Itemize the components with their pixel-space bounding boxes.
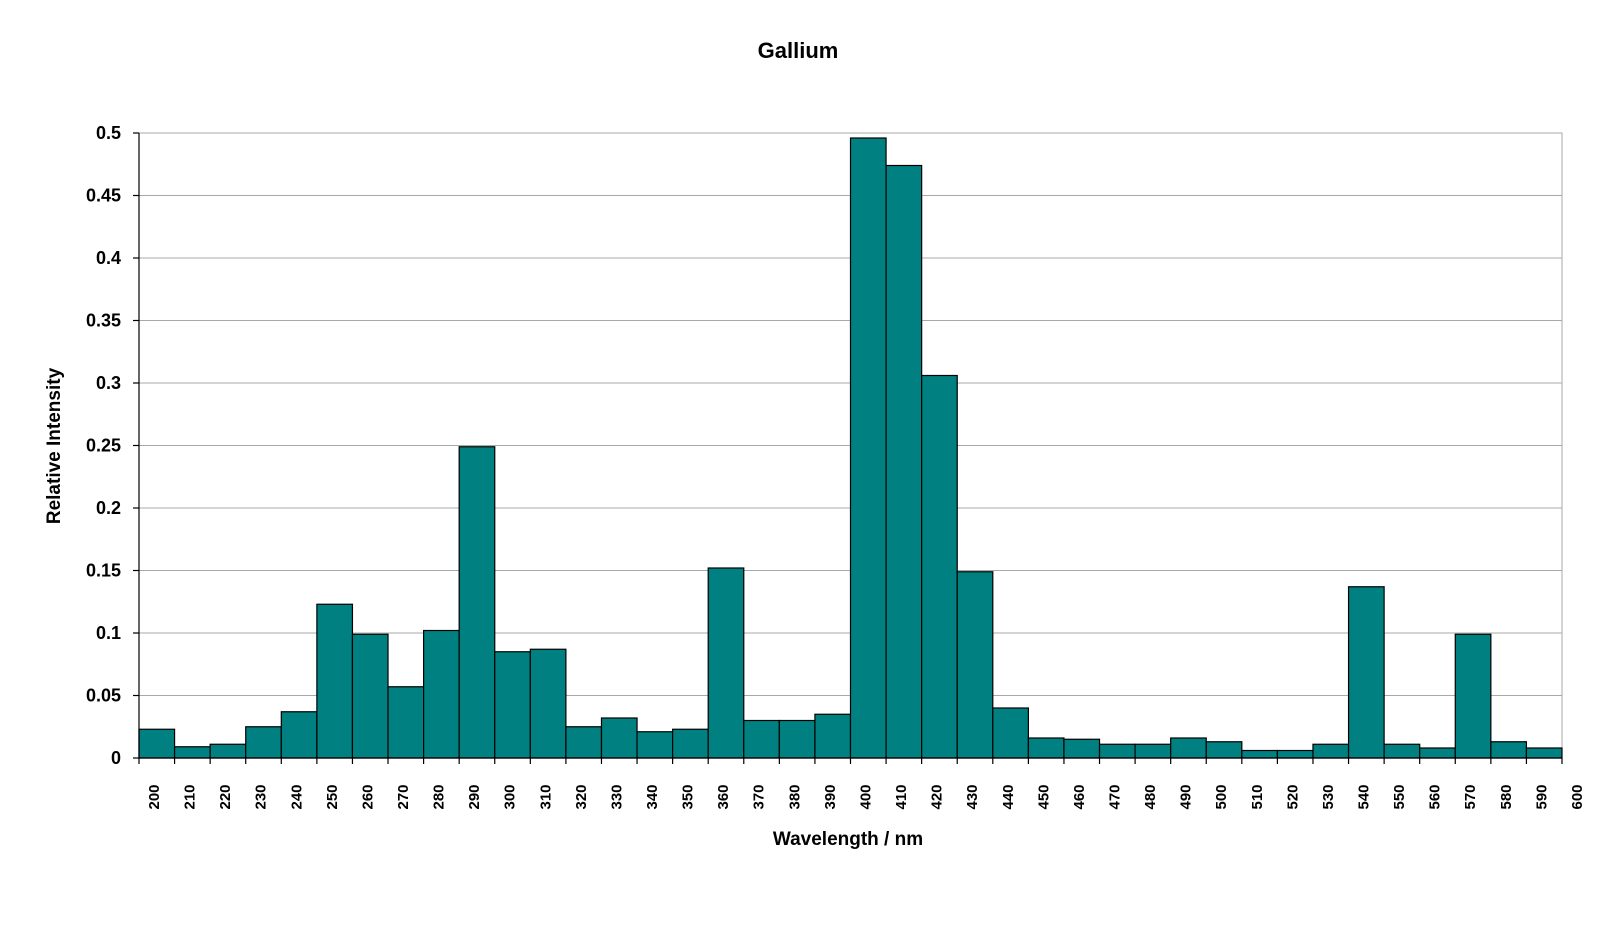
- y-tick-label: 0.3: [96, 373, 121, 393]
- x-tick-label: 430: [964, 784, 981, 809]
- bar-580: [1490, 741, 1528, 759]
- bar-550: [1383, 743, 1421, 759]
- bar-310: [529, 648, 567, 759]
- x-tick-label: 300: [502, 784, 519, 809]
- bar-370: [743, 719, 780, 759]
- bar-440: [992, 707, 1029, 759]
- y-tick-label: 0.5: [96, 123, 121, 143]
- x-tick-labels: 200 210 220 230 240 250 260 270 280 290 300 310 320 3…: [138, 758, 1586, 810]
- bar-490: [1170, 737, 1207, 759]
- x-tick-label: 420: [929, 784, 946, 809]
- bar-210: [173, 746, 211, 759]
- y-tick-label: 0.45: [86, 186, 121, 206]
- x-tick-label: 330: [608, 784, 625, 809]
- x-tick-label: 320: [573, 784, 590, 809]
- bar-320: [565, 726, 603, 759]
- bar-410: [885, 164, 923, 759]
- bar-350: [672, 728, 709, 759]
- bar-450: [1027, 737, 1065, 759]
- x-tick-label: 540: [1356, 784, 1373, 809]
- x-tick-label: 340: [644, 784, 661, 809]
- x-tick-label: 580: [1498, 784, 1515, 809]
- x-tick-label: 290: [466, 784, 483, 809]
- x-tick-label: 310: [537, 784, 554, 809]
- x-tick-label: 550: [1391, 784, 1408, 809]
- bar-530: [1312, 743, 1350, 759]
- y-tick-labels: 0 0.05 0.1 0.15 0.2 0.25 0.3 0.35 0.4 0.45 0.5: [86, 123, 139, 768]
- bar-480: [1134, 743, 1172, 759]
- bar-360: [707, 567, 745, 759]
- bar-590: [1525, 747, 1563, 759]
- bar-250: [316, 603, 354, 759]
- x-tick-label: 410: [893, 784, 910, 809]
- x-tick-label: 510: [1249, 784, 1266, 809]
- x-tick-label: 490: [1178, 784, 1195, 809]
- bar-430: [956, 571, 994, 759]
- x-tick-label: 590: [1533, 784, 1550, 809]
- y-tick-label: 0.25: [86, 436, 121, 456]
- x-tick-label: 520: [1284, 784, 1301, 809]
- bar-420: [921, 374, 958, 759]
- x-tick-label: 470: [1106, 784, 1123, 809]
- x-tick-label: 350: [680, 784, 697, 809]
- x-tick-label: 460: [1071, 784, 1088, 809]
- bar-390: [814, 713, 852, 759]
- bar-300: [494, 651, 531, 759]
- y-tick-label: 0.15: [86, 561, 121, 581]
- bars: [138, 137, 1563, 759]
- x-tick-label: 230: [253, 784, 270, 809]
- x-tick-label: 530: [1320, 784, 1337, 809]
- bar-280: [423, 629, 460, 759]
- bar-340: [636, 731, 674, 759]
- bar-380: [778, 719, 816, 759]
- bar-520: [1276, 749, 1314, 759]
- bar-400: [849, 137, 887, 759]
- y-tick-label: 0: [111, 748, 121, 768]
- x-tick-label: 260: [359, 784, 376, 809]
- y-axis-label: Relative Intensity: [44, 367, 65, 524]
- bar-240: [280, 711, 318, 759]
- x-tick-label: 360: [715, 784, 732, 809]
- bar-200: [138, 728, 176, 759]
- bar-570: [1454, 633, 1492, 759]
- x-tick-label: 370: [751, 784, 768, 809]
- bar-230: [245, 726, 282, 759]
- y-tick-label: 0.05: [86, 686, 121, 706]
- x-tick-label: 570: [1462, 784, 1479, 809]
- x-tick-label: 250: [324, 784, 341, 809]
- x-tick-label: 450: [1035, 784, 1052, 809]
- y-tick-label: 0.35: [86, 311, 121, 331]
- x-tick-label: 500: [1213, 784, 1230, 809]
- x-tick-label: 270: [395, 784, 412, 809]
- x-tick-label: 390: [822, 784, 839, 809]
- x-tick-label: 600: [1569, 784, 1586, 809]
- bar-220: [209, 743, 247, 759]
- y-tick-label: 0.4: [96, 248, 121, 268]
- x-tick-label: 210: [182, 784, 199, 809]
- x-tick-label: 480: [1142, 784, 1159, 809]
- x-tick-label: 400: [857, 784, 874, 809]
- bar-510: [1241, 749, 1278, 759]
- chart-title: Gallium: [758, 38, 839, 63]
- bar-460: [1063, 738, 1101, 759]
- x-tick-label: 240: [288, 784, 305, 809]
- x-axis-label: Wavelength / nm: [773, 829, 923, 850]
- x-tick-label: 220: [217, 784, 234, 809]
- bar-500: [1205, 741, 1243, 759]
- bar-470: [1098, 743, 1136, 759]
- bar-560: [1419, 747, 1456, 759]
- bar-270: [387, 686, 425, 759]
- bar-540: [1347, 586, 1385, 759]
- x-tick-label: 280: [431, 784, 448, 809]
- bar-260: [351, 633, 389, 759]
- y-tick-label: 0.2: [96, 498, 121, 518]
- x-tick-label: 200: [146, 784, 163, 809]
- x-tick-label: 380: [786, 784, 803, 809]
- bar-290: [458, 446, 496, 759]
- y-tick-label: 0.1: [96, 623, 121, 643]
- x-tick-label: 560: [1427, 784, 1444, 809]
- x-tick-label: 440: [1000, 784, 1017, 809]
- bar-330: [600, 717, 638, 759]
